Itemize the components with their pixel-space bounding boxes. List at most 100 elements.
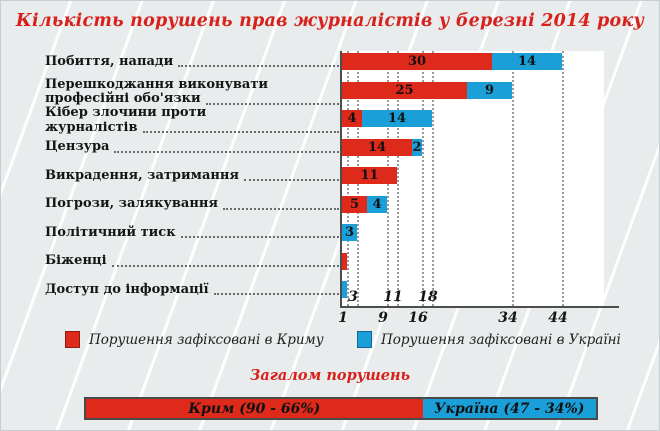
category-label-line: Перешкоджання виконувати [45, 76, 340, 93]
bar-segment-crimea [342, 252, 347, 270]
bar-row: 11 [342, 167, 397, 184]
gridline [562, 51, 564, 306]
bar-value-label: 14 [367, 139, 387, 155]
x-tick-label: 44 [548, 310, 568, 326]
x-tick-label: 1 [338, 310, 348, 326]
totals-crimea-segment: Крим (90 - 66%) [86, 399, 423, 418]
gridline [397, 51, 399, 306]
category-label: Кібер злочини проти журналістів [45, 105, 340, 136]
gridline [512, 51, 514, 306]
bar-segment-ukraine: 3 [342, 224, 357, 241]
category-label: Біженці [45, 253, 340, 269]
gridline [422, 51, 424, 306]
dotted-leader [178, 65, 339, 67]
bar-value-label: 4 [347, 111, 357, 126]
bar-value-label: 4 [372, 196, 382, 212]
bar-segment-crimea: 14 [342, 138, 412, 156]
category-label: Погрози, залякування [45, 196, 340, 212]
category-label-text: Перешкоджання виконувати [45, 76, 269, 92]
bar-segment-ukraine: 9 [467, 81, 512, 99]
category-label-text: професійні обо'язки [45, 91, 201, 106]
bar-value-label: 14 [517, 54, 537, 69]
ukraine-legend-swatch [357, 331, 372, 348]
bar-value-label: 14 [387, 111, 407, 126]
gridline [432, 51, 434, 306]
category-label-text: Погрози, залякування [45, 196, 218, 211]
category-label-text: Біженці [45, 253, 107, 268]
category-label-line: Цензура [45, 139, 340, 155]
category-label: Цензура [45, 139, 340, 155]
x-tick-label: 11 [383, 289, 403, 305]
category-label-line: професійні обо'язки [45, 91, 340, 107]
dotted-leader [180, 236, 339, 238]
totals-heading: Загалом порушень [249, 367, 411, 384]
x-axis-line [340, 306, 619, 308]
category-label-line: Кібер злочини проти [45, 105, 340, 121]
bar-segment-crimea: 11 [342, 167, 397, 184]
bar-row [342, 281, 347, 298]
category-label-text: Цензура [45, 139, 110, 154]
dotted-leader [213, 293, 339, 295]
category-label-text: Викрадення, затримання [45, 167, 240, 183]
bar-segment-crimea: 25 [342, 81, 467, 99]
bar-value-label: 2 [412, 139, 422, 155]
category-label: Побиття, напади [45, 53, 340, 70]
ukraine-legend-label: Порушення зафіксовані в Україні [381, 331, 621, 348]
bar-value-label: 9 [484, 82, 495, 98]
bar-segment-ukraine: 14 [362, 110, 432, 127]
bar-row: 4 14 [342, 110, 432, 127]
crimea-legend-swatch [65, 331, 80, 348]
bar-value-label: 3 [344, 225, 355, 240]
legend-item-ukraine: Порушення зафіксовані в Україні [357, 331, 621, 348]
totals-crimea-label: Крим (90 - 66%) [188, 400, 321, 417]
legend: Порушення зафіксовані в Криму Порушення … [1, 331, 659, 351]
bar-value-label: 11 [360, 168, 379, 183]
category-label-line: Погрози, залякування [45, 196, 340, 212]
crimea-legend-label: Порушення зафіксовані в Криму [89, 331, 324, 348]
dotted-leader [205, 102, 339, 105]
bar-segment-crimea: 30 [342, 53, 492, 70]
x-tick-label: 34 [498, 310, 518, 326]
bar-row: 25 9 [342, 81, 512, 99]
bar-row: 30 14 [342, 53, 562, 70]
bar-row: 3 [342, 224, 357, 241]
bar-segment-ukraine: 4 [367, 195, 387, 213]
dotted-leader [142, 131, 339, 133]
bar-value-label: 25 [395, 82, 414, 98]
bar-segment-crimea: 5 [342, 195, 367, 213]
category-label-line: Політичний тиск [45, 224, 340, 241]
bar-row: 14 2 [342, 138, 422, 156]
bar-segment-crimea: 4 [342, 110, 362, 127]
category-label-text: Побиття, напади [45, 53, 174, 69]
bar-segment-ukraine: 14 [492, 53, 562, 70]
category-label: Викрадення, затримання [45, 167, 340, 184]
category-label-line: журналістів [45, 119, 340, 136]
category-label-text: Доступ до інформації [45, 281, 209, 297]
category-label-text: журналістів [45, 119, 138, 135]
totals-ukraine-label: Україна (47 - 34%) [434, 400, 585, 417]
dotted-leader [114, 150, 339, 153]
bar-segment-ukraine: 2 [412, 138, 422, 156]
legend-item-crimea: Порушення зафіксовані в Криму [65, 331, 324, 348]
bar-value-label: 5 [349, 196, 360, 212]
category-label: Політичний тиск [45, 224, 340, 241]
category-label-line: Викрадення, затримання [45, 167, 340, 184]
totals-bar: Крим (90 - 66%) Україна (47 - 34%) [84, 397, 598, 420]
chart-title: Кількість порушень прав журналістів у бе… [15, 11, 645, 31]
category-label-text: Політичний тиск [45, 224, 176, 240]
category-label-text: Кібер злочини проти [45, 105, 207, 120]
category-label-line: Біженці [45, 253, 340, 269]
dotted-leader [222, 207, 339, 210]
x-tick-label: 3 [348, 289, 358, 305]
bar-value-label: 30 [407, 54, 427, 69]
x-tick-label: 9 [378, 310, 388, 326]
dotted-leader [244, 179, 339, 181]
totals-ukraine-segment: Україна (47 - 34%) [422, 399, 596, 418]
bar-segment-ukraine [342, 281, 347, 298]
x-tick-label: 16 [408, 310, 428, 326]
category-label-line: Доступ до інформації [45, 281, 340, 298]
y-axis-line [340, 51, 342, 308]
category-label: Перешкоджання виконувати професійні обо'я… [45, 76, 340, 107]
